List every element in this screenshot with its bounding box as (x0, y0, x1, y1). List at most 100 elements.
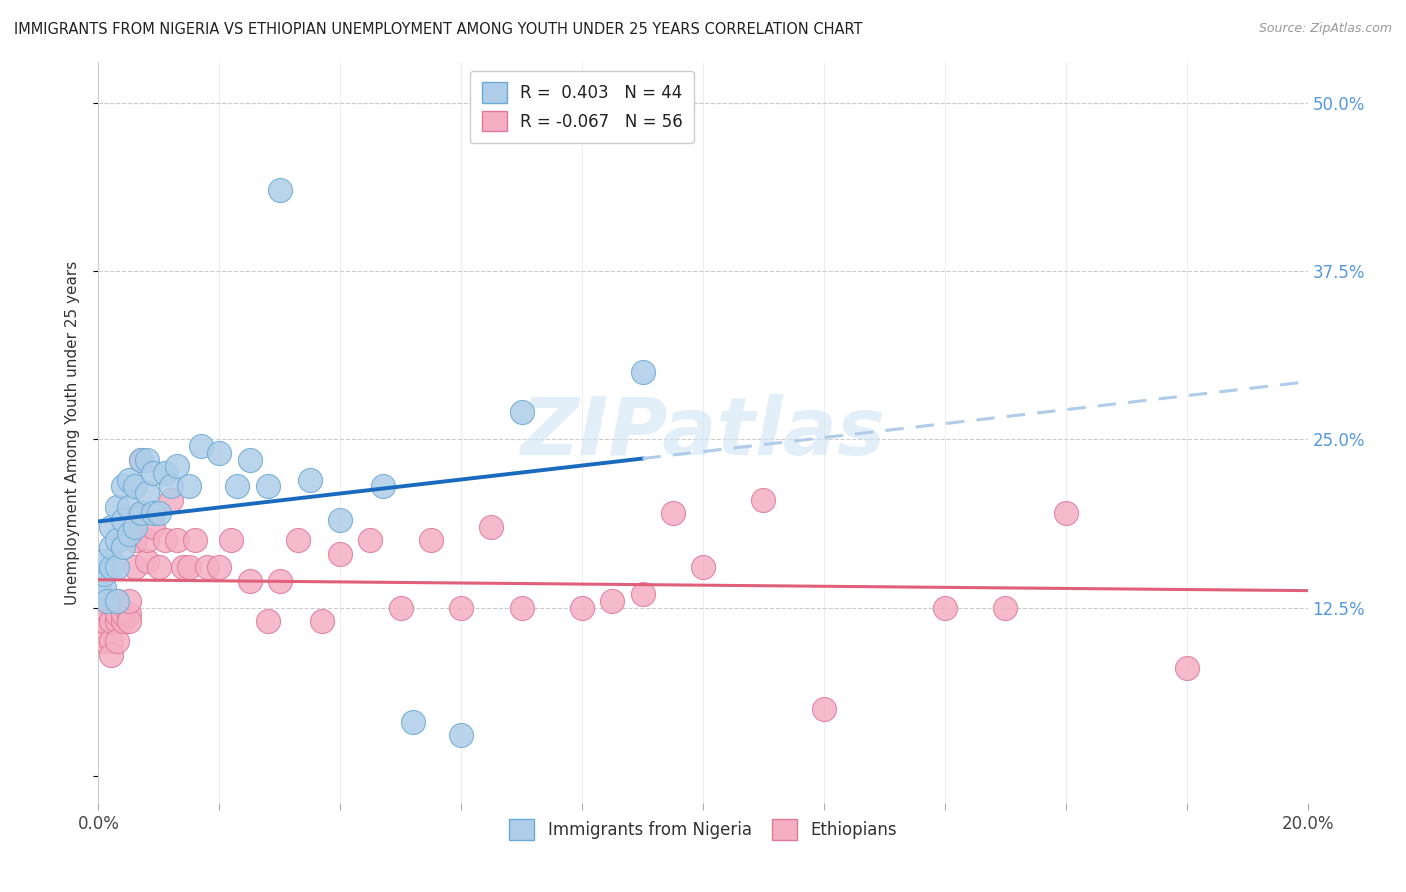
Point (153, 533, 176, 548)
Point (208, 560, 231, 574)
Point (208, 446, 231, 460)
Point (100, 560, 122, 574)
Point (329, 513, 352, 527)
Point (195, 560, 218, 574)
Point (934, 600, 956, 615)
Point (118, 594, 141, 608)
Point (100, 648, 122, 662)
Text: IMMIGRANTS FROM NIGERIA VS ETHIOPIAN UNEMPLOYMENT AMONG YOUTH UNDER 25 YEARS COR: IMMIGRANTS FROM NIGERIA VS ETHIOPIAN UNE… (14, 22, 862, 37)
Point (111, 513, 134, 527)
Point (105, 607, 128, 622)
Point (269, 183, 291, 197)
Point (111, 614, 134, 628)
Point (105, 560, 128, 574)
Point (166, 533, 188, 548)
Point (481, 520, 503, 534)
Point (160, 479, 183, 493)
Point (135, 486, 157, 500)
Point (129, 452, 152, 467)
Point (172, 560, 194, 574)
Point (142, 466, 165, 480)
Point (166, 459, 188, 474)
Point (90, 587, 112, 601)
Point (105, 500, 128, 514)
Point (256, 479, 278, 493)
Point (100, 634, 122, 648)
Point (510, 405, 533, 419)
Point (450, 600, 472, 615)
Point (93, 634, 115, 648)
Point (571, 600, 593, 615)
Point (752, 492, 775, 507)
Point (190, 439, 212, 453)
Point (813, 701, 835, 715)
Point (661, 507, 683, 521)
Point (142, 520, 165, 534)
Point (510, 600, 533, 615)
Point (118, 607, 141, 622)
Point (631, 587, 654, 601)
Point (256, 614, 278, 628)
Point (124, 560, 146, 574)
Point (602, 594, 624, 608)
Y-axis label: Unemployment Among Youth under 25 years: Unemployment Among Youth under 25 years (65, 260, 80, 605)
Point (329, 547, 352, 561)
Point (90, 614, 112, 628)
Point (111, 479, 134, 493)
Point (631, 365, 654, 379)
Point (360, 533, 382, 548)
Point (124, 533, 146, 548)
Point (420, 533, 443, 548)
Point (299, 473, 322, 487)
Point (118, 526, 141, 541)
Point (105, 594, 128, 608)
Point (111, 607, 134, 622)
Point (100, 520, 122, 534)
Point (450, 729, 472, 743)
Point (93, 614, 115, 628)
Point (371, 479, 394, 493)
Point (129, 452, 152, 467)
Point (153, 466, 176, 480)
Point (93, 600, 115, 615)
Point (105, 614, 128, 628)
Point (1175, 661, 1198, 675)
Point (269, 574, 291, 588)
Point (148, 560, 170, 574)
Point (118, 500, 141, 514)
Legend: Immigrants from Nigeria, Ethiopians: Immigrants from Nigeria, Ethiopians (503, 813, 903, 847)
Point (239, 452, 262, 467)
Point (118, 614, 141, 628)
Point (179, 479, 201, 493)
Point (100, 540, 122, 554)
Point (389, 600, 412, 615)
Point (124, 479, 146, 493)
Point (105, 594, 128, 608)
Point (402, 714, 425, 729)
Point (96, 594, 118, 608)
Text: Source: ZipAtlas.com: Source: ZipAtlas.com (1258, 22, 1392, 36)
Point (142, 507, 165, 521)
Point (129, 507, 152, 521)
Point (129, 507, 152, 521)
Point (160, 492, 183, 507)
Point (184, 533, 207, 548)
Point (1054, 507, 1077, 521)
Point (100, 614, 122, 628)
Point (105, 533, 128, 548)
Point (239, 574, 262, 588)
Point (221, 533, 243, 548)
Point (135, 553, 157, 567)
Point (692, 560, 714, 574)
Point (93, 553, 115, 567)
Point (311, 614, 333, 628)
Point (124, 520, 146, 534)
Point (135, 533, 157, 548)
Point (111, 540, 134, 554)
Point (93, 581, 115, 595)
Text: ZIPatlas: ZIPatlas (520, 393, 886, 472)
Point (135, 452, 157, 467)
Point (994, 600, 1017, 615)
Point (118, 473, 141, 487)
Point (105, 634, 128, 648)
